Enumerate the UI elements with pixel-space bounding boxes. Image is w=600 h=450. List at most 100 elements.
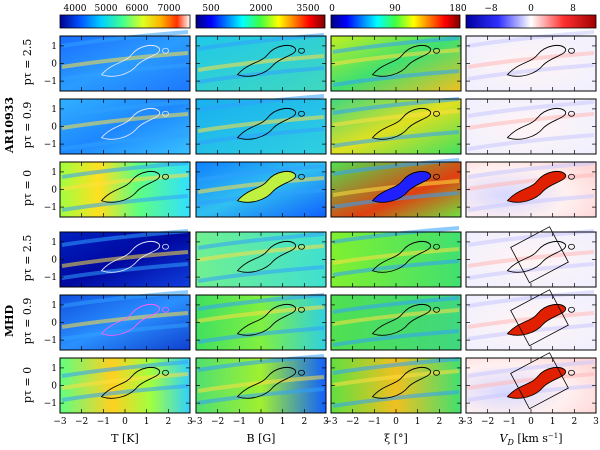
x-tick-label: −3 (324, 417, 338, 427)
group-label-mhd: MHD (3, 304, 16, 337)
panel-vd-4 (465, 289, 597, 351)
filament-contour (506, 44, 566, 77)
x-tick-label: 2 (165, 417, 171, 427)
panel-structure (332, 308, 460, 326)
group-label-ar10933: AR10933 (3, 97, 16, 154)
panel-vd-3 (465, 226, 597, 288)
row-label: pτ = 0 (21, 367, 34, 403)
panel-structure (467, 250, 595, 268)
selection-box (510, 226, 569, 284)
filament-contour (568, 243, 575, 250)
panel-structure (61, 100, 189, 118)
y-tick-label: −1 (44, 203, 57, 213)
panel-structure (332, 369, 460, 387)
panel-structure (332, 158, 460, 176)
panel-structure (61, 311, 189, 329)
y-tick-label: 0 (51, 256, 57, 266)
panel-structure (197, 127, 325, 145)
filament-contour (236, 303, 296, 336)
x-tick-label: 2 (436, 417, 442, 427)
y-tick-label: 0 (51, 319, 57, 329)
panel-structure (332, 226, 460, 244)
selection-box (510, 352, 569, 410)
panel-structure (197, 375, 325, 393)
colorbar-xi-tick: 180 (449, 4, 466, 14)
panel-structure (61, 30, 189, 48)
filament-contour (371, 240, 431, 273)
x-tick-label: 1 (280, 417, 286, 427)
row-labels: pτ = 2.5 pτ = 0.9 pτ = 0 pτ = 2.5 pτ = 0… (3, 39, 34, 404)
panel-structure (467, 112, 595, 130)
filament-contour (100, 44, 160, 77)
filament-contour (433, 47, 440, 54)
y-tick-label: −1 (44, 336, 57, 346)
filament-contour (371, 107, 431, 140)
y-tick-label: 0 (51, 123, 57, 133)
column-label-vd-close: ] (558, 432, 562, 445)
panel-grid: 10−110−110−110−110−110−1−3 −2 −1 0 1 2 3−3 −2 −1… (44, 30, 599, 427)
panel-structure (332, 179, 460, 197)
y-tick-label: −1 (44, 399, 57, 409)
filament-contour (298, 369, 305, 376)
filament-contour (506, 366, 566, 399)
filament-contour (568, 110, 575, 117)
filament-contour (371, 170, 431, 203)
colorbar-t-tick: 5000 (95, 4, 118, 14)
column-label-vd: VD [km s−1] (499, 432, 562, 447)
panel-structure (197, 387, 325, 405)
y-tick-label: 1 (51, 301, 57, 311)
y-tick-label: 1 (51, 364, 57, 374)
filament-contour (371, 366, 431, 399)
x-tick-label: 1 (550, 417, 556, 427)
panel-structure (61, 384, 189, 402)
panel-structure (467, 100, 595, 118)
filament-contour (506, 170, 566, 203)
x-tick-label: 1 (415, 417, 421, 427)
panel-structure (332, 97, 460, 115)
panel-vd-0 (465, 30, 597, 92)
filament-contour (371, 303, 431, 336)
panel-structure (197, 164, 325, 182)
colorbar-xi-tick: 0 (329, 4, 335, 14)
y-tick-label: 0 (51, 186, 57, 196)
colorbar-b-tick: 3500 (297, 4, 320, 14)
panel-xi-3 (330, 226, 462, 288)
column-label-vd-unit: [km s (514, 432, 548, 445)
panel-structure (61, 194, 189, 212)
colorbar-t-tick: 7000 (158, 4, 181, 14)
y-tick-label: 0 (51, 60, 57, 70)
filament-contour (433, 306, 440, 313)
filament-contour (100, 107, 160, 140)
filament-contour (100, 170, 160, 203)
panel-vd-5: −3 −2 −1 0 1 2 3 (459, 352, 599, 427)
panel-structure (332, 48, 460, 66)
colorbar-vd (465, 14, 597, 29)
panel-structure (197, 244, 325, 262)
x-tick-label: 0 (258, 417, 264, 427)
filament-contour (236, 240, 296, 273)
panel-t-5: 1 0 −1 −3 −2 −1 0 1 2 3 (44, 357, 193, 427)
panel-structure (197, 115, 325, 133)
colorbar-b (195, 14, 326, 29)
panel-structure (332, 329, 460, 347)
panel-b-4 (195, 293, 327, 351)
column-label-b: B [G] (247, 432, 276, 445)
y-tick-label: 0 (51, 382, 57, 392)
filament-contour (298, 173, 305, 180)
x-tick-label: 3 (458, 417, 464, 427)
x-tick-label: 3 (593, 417, 599, 427)
colorbar-vd-tick: 8 (570, 4, 576, 14)
panel-structure (332, 259, 460, 277)
x-tick-label: −2 (75, 417, 88, 427)
panel-structure (467, 372, 595, 390)
panel-structure (197, 305, 325, 323)
filament-contour (162, 173, 169, 180)
colorbar-xi-tick: 90 (389, 4, 401, 14)
panel-structure (332, 247, 460, 265)
column-labels: T [K] B [G] ξ [°] VD [km s−1] (111, 432, 562, 447)
colorbar-b-tick: 2000 (250, 4, 273, 14)
x-tick-label: 2 (571, 417, 577, 427)
panel-xi-4 (330, 294, 462, 351)
filament-contour (506, 303, 566, 336)
